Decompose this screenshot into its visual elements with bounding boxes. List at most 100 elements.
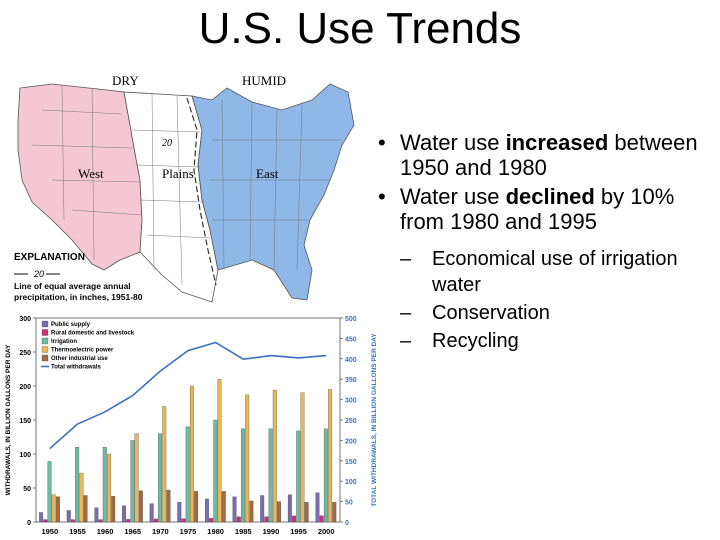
bar-irrigation-1955 xyxy=(75,447,80,523)
bar-other-industrial-use-1985 xyxy=(249,500,254,523)
bar-irrigation-2000 xyxy=(323,428,328,523)
y-axis-right-label: TOTAL WITHDRAWALS, IN BILLION GALLONS PE… xyxy=(371,333,378,507)
bar-thermoelectric-power-1995 xyxy=(300,392,305,523)
bar-rural-domestic-and-livestock-1980 xyxy=(209,518,214,523)
sub-bullet-recycling: – Recycling xyxy=(400,330,519,352)
left-tick-label: 300 xyxy=(19,316,31,323)
bar-other-industrial-use-1990 xyxy=(277,501,281,523)
left-tick-label: 200 xyxy=(19,384,31,391)
bar-irrigation-1975 xyxy=(185,426,190,523)
bar-rural-domestic-and-livestock-1975 xyxy=(181,518,186,523)
explanation-title: EXPLANATION xyxy=(14,252,85,263)
right-tick-label: 50 xyxy=(345,500,353,507)
right-tick-label: 300 xyxy=(345,398,357,405)
humid-region xyxy=(191,83,355,301)
x-tick-label: 1970 xyxy=(152,527,169,536)
legend-label: Public supply xyxy=(51,322,91,328)
right-tick-label: 200 xyxy=(345,438,357,445)
bar-other-industrial-use-1955 xyxy=(83,495,88,523)
left-tick-label: 50 xyxy=(23,486,31,493)
state-borders xyxy=(31,85,342,286)
bar-thermoelectric-power-1980 xyxy=(217,379,222,523)
x-tick-label: 1950 xyxy=(41,527,58,536)
legend-swatch xyxy=(41,337,49,345)
bar-public-supply-1955 xyxy=(66,510,71,523)
bar-thermoelectric-power-1960 xyxy=(107,453,111,523)
legend-label: Irrigation xyxy=(51,339,77,345)
right-tick-label: 500 xyxy=(345,316,357,323)
bullet-list: • Water use increased between 1950 and 19… xyxy=(378,130,718,354)
us-precipitation-map: DRY HUMID West Plains East 20 EXPLANATIO… xyxy=(14,73,355,303)
bar-rural-domestic-and-livestock-2000 xyxy=(319,515,324,523)
legend-swatch xyxy=(41,346,49,353)
bar-thermoelectric-power-1970 xyxy=(162,406,167,523)
x-tick-label: 1965 xyxy=(124,527,141,536)
left-tick-label: 150 xyxy=(19,418,31,425)
bar-rural-domestic-and-livestock-1990 xyxy=(264,516,269,523)
bar-rural-domestic-and-livestock-1965 xyxy=(126,519,131,523)
legend-swatch xyxy=(41,354,49,362)
right-tick-label: 0 xyxy=(345,520,349,527)
bar-public-supply-1975 xyxy=(177,502,182,523)
bar-other-industrial-use-2000 xyxy=(332,502,337,523)
bar-rural-domestic-and-livestock-1950 xyxy=(43,519,48,523)
bar-irrigation-1960 xyxy=(102,447,107,523)
slide-title: U.S. Use Trends xyxy=(198,4,522,53)
bar-irrigation-1985 xyxy=(241,428,245,523)
bar-public-supply-1965 xyxy=(122,505,126,523)
legend-label: Thermoelectric power xyxy=(51,348,114,354)
bar-other-industrial-use-1980 xyxy=(221,491,226,523)
legend-swatch xyxy=(41,320,49,328)
x-tick-label: 2000 xyxy=(318,527,335,536)
explanation-line-value: 20 xyxy=(33,269,44,279)
x-tick-label: 1975 xyxy=(180,527,197,536)
right-tick-label: 400 xyxy=(345,357,357,364)
legend-label: Rural domestic and livestock xyxy=(51,331,135,337)
bar-thermoelectric-power-2000 xyxy=(328,389,333,523)
bar-thermoelectric-power-1950 xyxy=(51,494,56,523)
x-tick-label: 1955 xyxy=(69,527,86,536)
x-tick-label: 1985 xyxy=(235,527,252,536)
bar-thermoelectric-power-1985 xyxy=(245,394,250,523)
left-tick-label: 100 xyxy=(19,452,31,459)
sub-bullet-conservation: – Conservation xyxy=(400,302,550,324)
x-tick-label: 1980 xyxy=(207,527,224,536)
bar-other-industrial-use-1995 xyxy=(304,502,309,523)
right-tick-label: 100 xyxy=(345,479,357,486)
isoline-20 xyxy=(186,97,217,286)
explanation-text-1: Line of equal average annual xyxy=(14,281,131,291)
map-label-east: East xyxy=(256,166,279,181)
left-tick-label: 0 xyxy=(27,520,31,527)
bar-rural-domestic-and-livestock-1960 xyxy=(98,519,103,523)
explanation-text-2: precipitation, in inches, 1951-80 xyxy=(14,292,143,302)
sub-bullet-irrigation: – Economical use of irrigation water xyxy=(400,248,678,296)
bar-rural-domestic-and-livestock-1955 xyxy=(71,519,75,523)
bar-other-industrial-use-1950 xyxy=(55,496,60,523)
bar-other-industrial-use-1960 xyxy=(111,496,116,523)
bar-other-industrial-use-1965 xyxy=(138,490,143,523)
legend-label: Other industrial use xyxy=(51,356,108,362)
bar-rural-domestic-and-livestock-1985 xyxy=(236,516,241,523)
map-label-plains: Plains xyxy=(162,166,194,181)
x-tick-label: 1990 xyxy=(263,527,280,536)
isoline-value-label: 20 xyxy=(162,138,172,149)
bar-rural-domestic-and-livestock-1970 xyxy=(153,518,158,523)
bar-rural-domestic-and-livestock-1995 xyxy=(292,515,296,523)
bar-irrigation-1950 xyxy=(47,461,52,523)
y-axis-label: WITHDRAWALS, IN BILLION GALLONS PER DAY xyxy=(5,344,12,495)
bar-irrigation-1995 xyxy=(296,430,301,523)
bar-public-supply-1970 xyxy=(149,503,154,523)
bar-other-industrial-use-1970 xyxy=(166,489,171,523)
total-withdrawals-line xyxy=(49,341,327,450)
bar-public-supply-1995 xyxy=(287,494,292,523)
legend-swatch xyxy=(41,329,49,336)
map-label-west: West xyxy=(78,166,104,181)
map-label-dry: DRY xyxy=(112,73,139,88)
bar-public-supply-1960 xyxy=(94,507,99,523)
right-tick-label: 250 xyxy=(345,418,357,425)
bar-irrigation-1980 xyxy=(213,419,218,523)
legend-label: Total withdrawals xyxy=(51,365,102,371)
water-withdrawals-chart: 0 50 100 150 200 250 300 0 50 100 150 200 250 300 350 4… xyxy=(5,316,378,536)
bar-other-industrial-use-1975 xyxy=(194,491,199,523)
bar-thermoelectric-power-1965 xyxy=(134,433,139,523)
